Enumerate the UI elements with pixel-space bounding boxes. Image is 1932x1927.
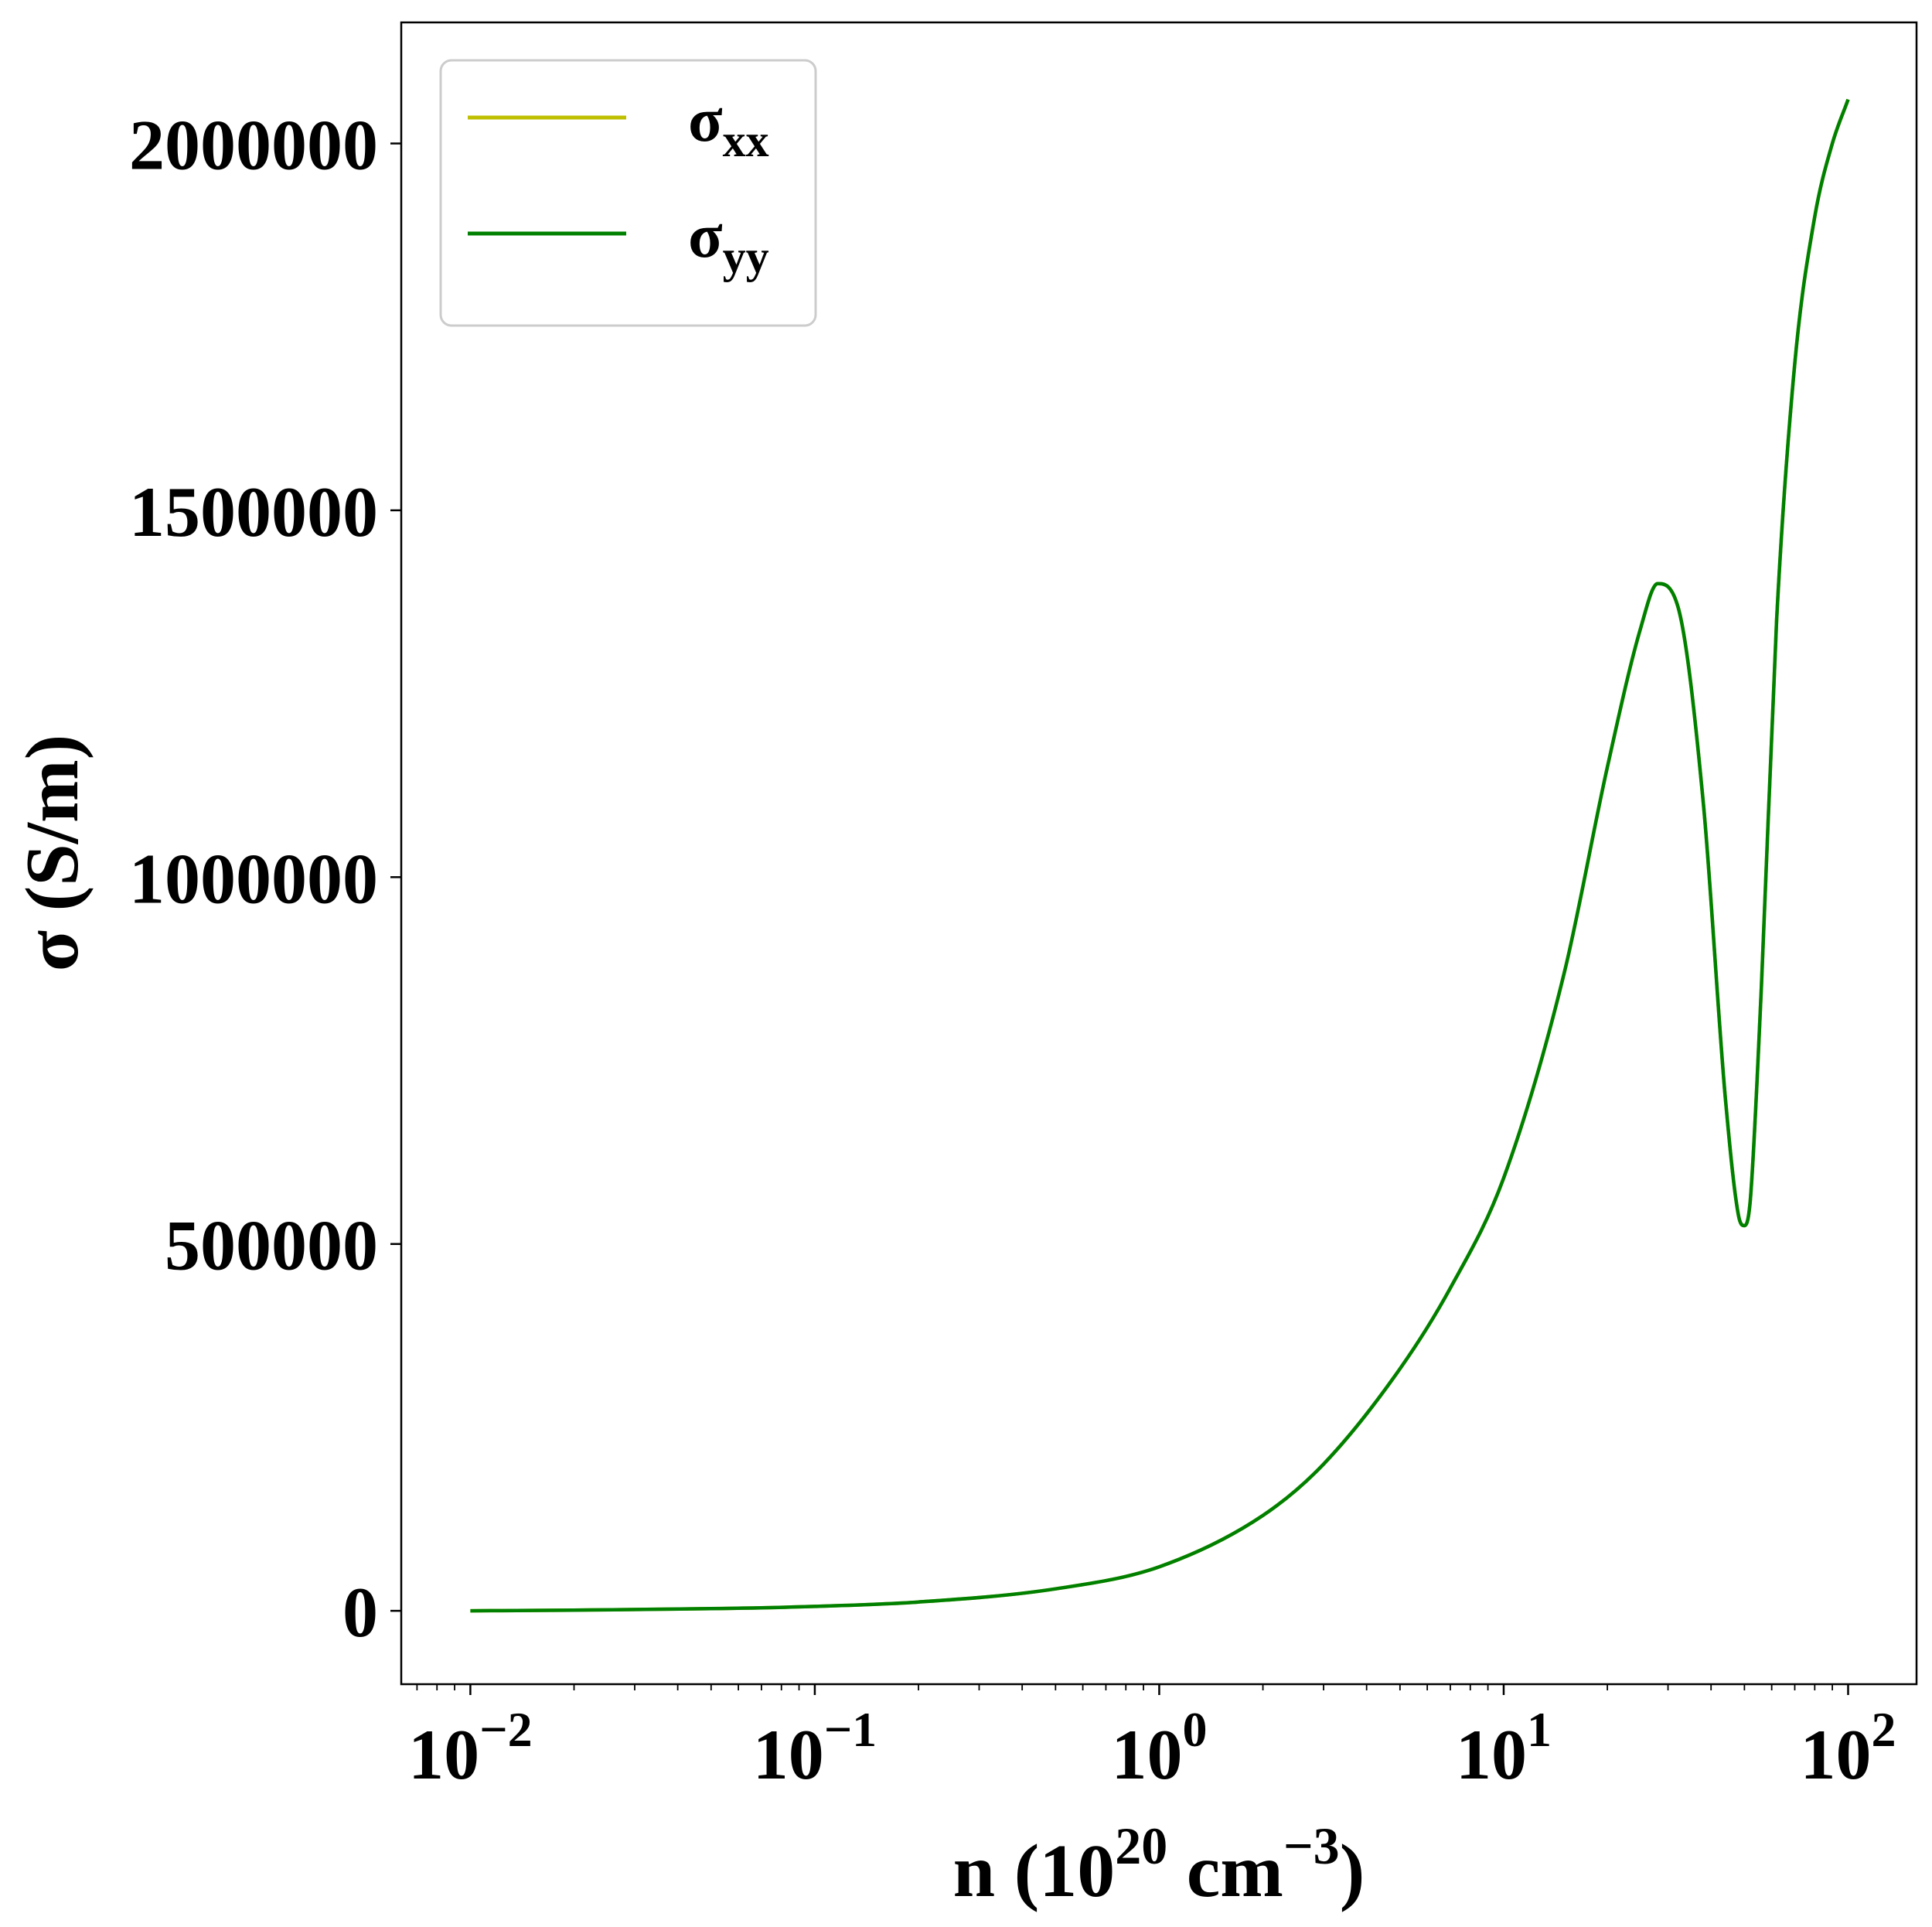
y-tick-label: 0 xyxy=(342,1573,378,1652)
legend-label-xx: σxx xyxy=(688,84,769,166)
x-tick-label: 102 xyxy=(1800,1702,1896,1794)
legend: σxx σyy xyxy=(439,59,817,327)
x-tick-label: 100 xyxy=(1111,1702,1207,1794)
y-tick-label: 1000000 xyxy=(129,839,378,918)
y-axis: 0 500000 1000000 1500000 2000000 xyxy=(129,106,401,1652)
legend-frame xyxy=(439,59,817,327)
x-axis: 10−2 10−1 100 101 102 xyxy=(408,1684,1896,1794)
y-axis-title: σ (S/m) xyxy=(11,735,94,971)
series-line-yy xyxy=(470,98,1850,1613)
x-tick-label: 10−2 xyxy=(408,1702,532,1794)
legend-label-yy: σyy xyxy=(688,200,769,282)
y-tick-label: 1500000 xyxy=(129,472,378,551)
x-tick-label: 10−1 xyxy=(753,1702,877,1794)
series-layer xyxy=(470,98,1850,1613)
y-tick-label: 2000000 xyxy=(129,106,378,185)
x-axis-title: n (1020 cm−3) xyxy=(953,1816,1365,1913)
x-tick-label: 101 xyxy=(1456,1702,1552,1794)
y-tick-label: 500000 xyxy=(165,1206,378,1285)
